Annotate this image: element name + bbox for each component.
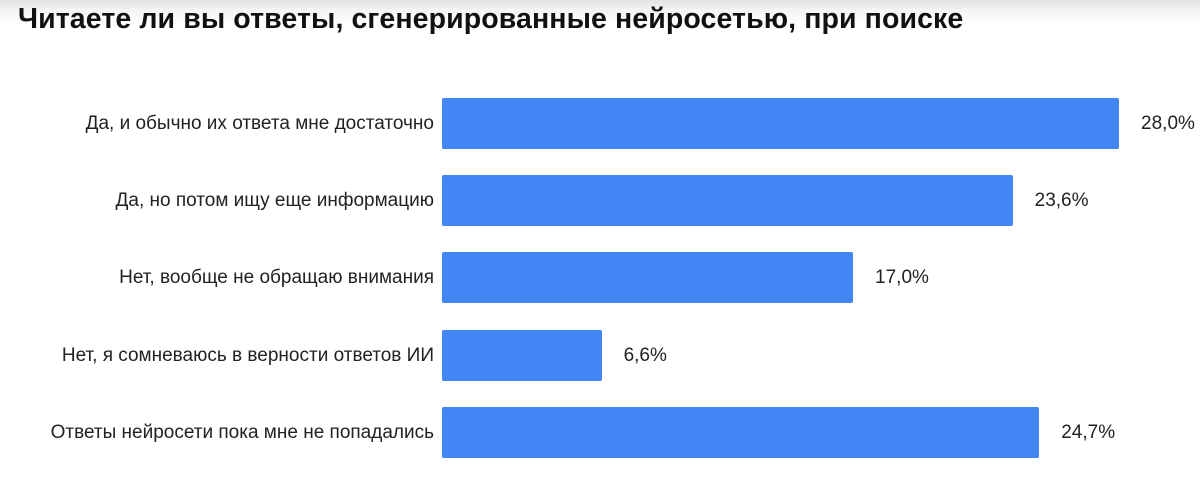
value-label: 17,0% [875,267,929,288]
category-label: Нет, вообще не обращаю внимания [119,267,434,288]
bar-row: Да, но потом ищу еще информацию 23,6% [0,175,1200,226]
value-label: 24,7% [1061,422,1116,443]
bar-row: Ответы нейросети пока мне не попадались … [0,407,1200,458]
value-label: 23,6% [1034,190,1089,211]
category-label: Нет, я сомневаюсь в верности ответов ИИ [61,345,434,366]
bar-row: Нет, я сомневаюсь в верности ответов ИИ … [0,330,1200,381]
bar [442,330,602,381]
category-label: Ответы нейросети пока мне не попадались [50,422,434,443]
bar [442,407,1040,458]
bar [442,175,1013,226]
bar [442,98,1120,149]
category-label: Да, но потом ищу еще информацию [115,190,434,211]
bar [442,252,854,303]
value-label: 28,0% [1141,113,1195,134]
category-label: Да, и обычно их ответа мне достаточно [85,113,434,134]
chart-title: Читаете ли вы ответы, сгенерированные не… [18,3,964,35]
value-label: 6,6% [623,345,667,366]
bar-row: Нет, вообще не обращаю внимания 17,0% [0,252,1200,303]
bar-row: Да, и обычно их ответа мне достаточно 28… [0,98,1200,149]
